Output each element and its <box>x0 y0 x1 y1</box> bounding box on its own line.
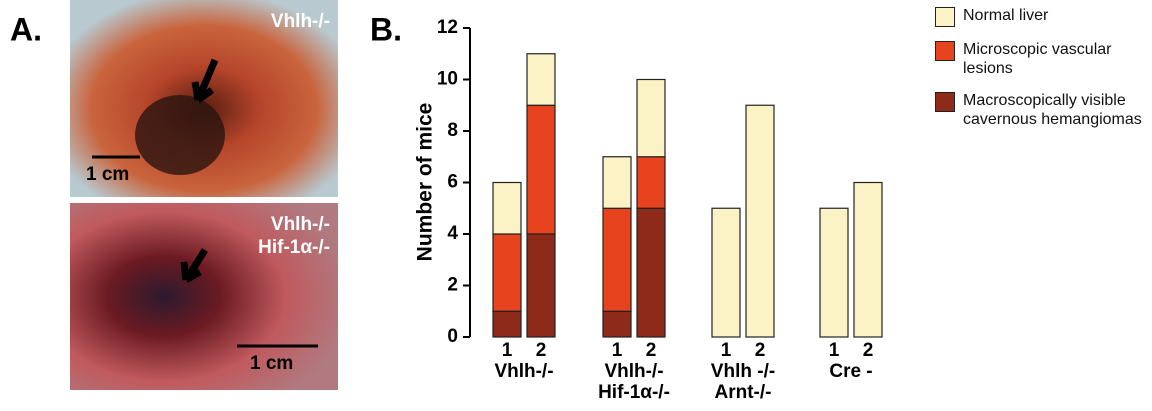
panel-label: A. <box>10 11 42 47</box>
bar-segment <box>493 234 521 311</box>
bar-segment <box>854 183 882 338</box>
x-tick-label: 1 <box>829 340 840 361</box>
bar-segment <box>712 208 740 337</box>
group-label: Arnt-/- <box>715 382 772 403</box>
y-tick-label: 10 <box>437 69 458 90</box>
legend-entry: Macroscopically visible cavernous hemang… <box>935 91 1150 129</box>
y-tick-label: 6 <box>447 172 458 193</box>
legend-label: Normal liver <box>963 6 1048 25</box>
group-label: Vhlh-/- <box>494 361 553 382</box>
legend-entry: Normal liver <box>935 6 1150 27</box>
scale-label: 1 cm <box>86 164 129 185</box>
x-tick-label: 1 <box>502 340 513 361</box>
legend-swatch <box>935 92 955 112</box>
bar-segment <box>820 208 848 337</box>
bar-segment <box>527 234 555 337</box>
y-tick-label: 12 <box>437 17 458 38</box>
x-tick-label: 2 <box>755 340 766 361</box>
scale-label: 1 cm <box>250 353 293 374</box>
bar-segment <box>637 80 665 157</box>
bar-segment <box>527 105 555 234</box>
group-label: Cre - <box>829 361 872 382</box>
legend-swatch <box>935 41 955 61</box>
group-label: Vhlh-/- <box>604 361 663 382</box>
bar-segment <box>603 157 631 209</box>
bar-segment <box>527 54 555 106</box>
bar-segment <box>493 311 521 337</box>
photo-label: Vhlh-/- <box>271 11 330 32</box>
group-label: Vhlh -/- <box>711 361 775 382</box>
legend-label: Microscopic vascular lesions <box>963 40 1150 78</box>
bar-segment <box>637 208 665 337</box>
group-label: Hif-1α-/- <box>598 382 670 403</box>
lesion <box>135 95 225 175</box>
legend: Normal liver Microscopic vascular lesions… <box>935 6 1150 142</box>
bar-segment <box>603 208 631 311</box>
photo-label: Vhlh-/- <box>271 214 330 235</box>
y-tick-label: 4 <box>447 223 458 244</box>
y-tick-label: 2 <box>447 275 458 296</box>
x-tick-label: 2 <box>536 340 547 361</box>
x-tick-label: 2 <box>863 340 874 361</box>
y-axis-label: Number of mice <box>414 103 437 262</box>
figure: A. Vhlh-/- 1 cm Vhlh-/- Hif-1α-/- 1 cm B… <box>0 0 1152 411</box>
legend-label: Macroscopically visible cavernous hemang… <box>963 91 1150 129</box>
legend-entry: Microscopic vascular lesions <box>935 40 1150 78</box>
bar-segment <box>493 183 521 235</box>
x-tick-label: 1 <box>721 340 732 361</box>
y-tick-label: 0 <box>447 326 458 347</box>
bar-segment <box>637 157 665 209</box>
x-tick-label: 2 <box>646 340 657 361</box>
bar-segment <box>746 105 774 337</box>
bar-segment <box>603 311 631 337</box>
photo-label: Hif-1α-/- <box>258 237 330 258</box>
panel-label: B. <box>370 11 402 47</box>
legend-swatch <box>935 7 955 27</box>
y-tick-label: 8 <box>447 120 458 141</box>
x-tick-label: 1 <box>612 340 623 361</box>
